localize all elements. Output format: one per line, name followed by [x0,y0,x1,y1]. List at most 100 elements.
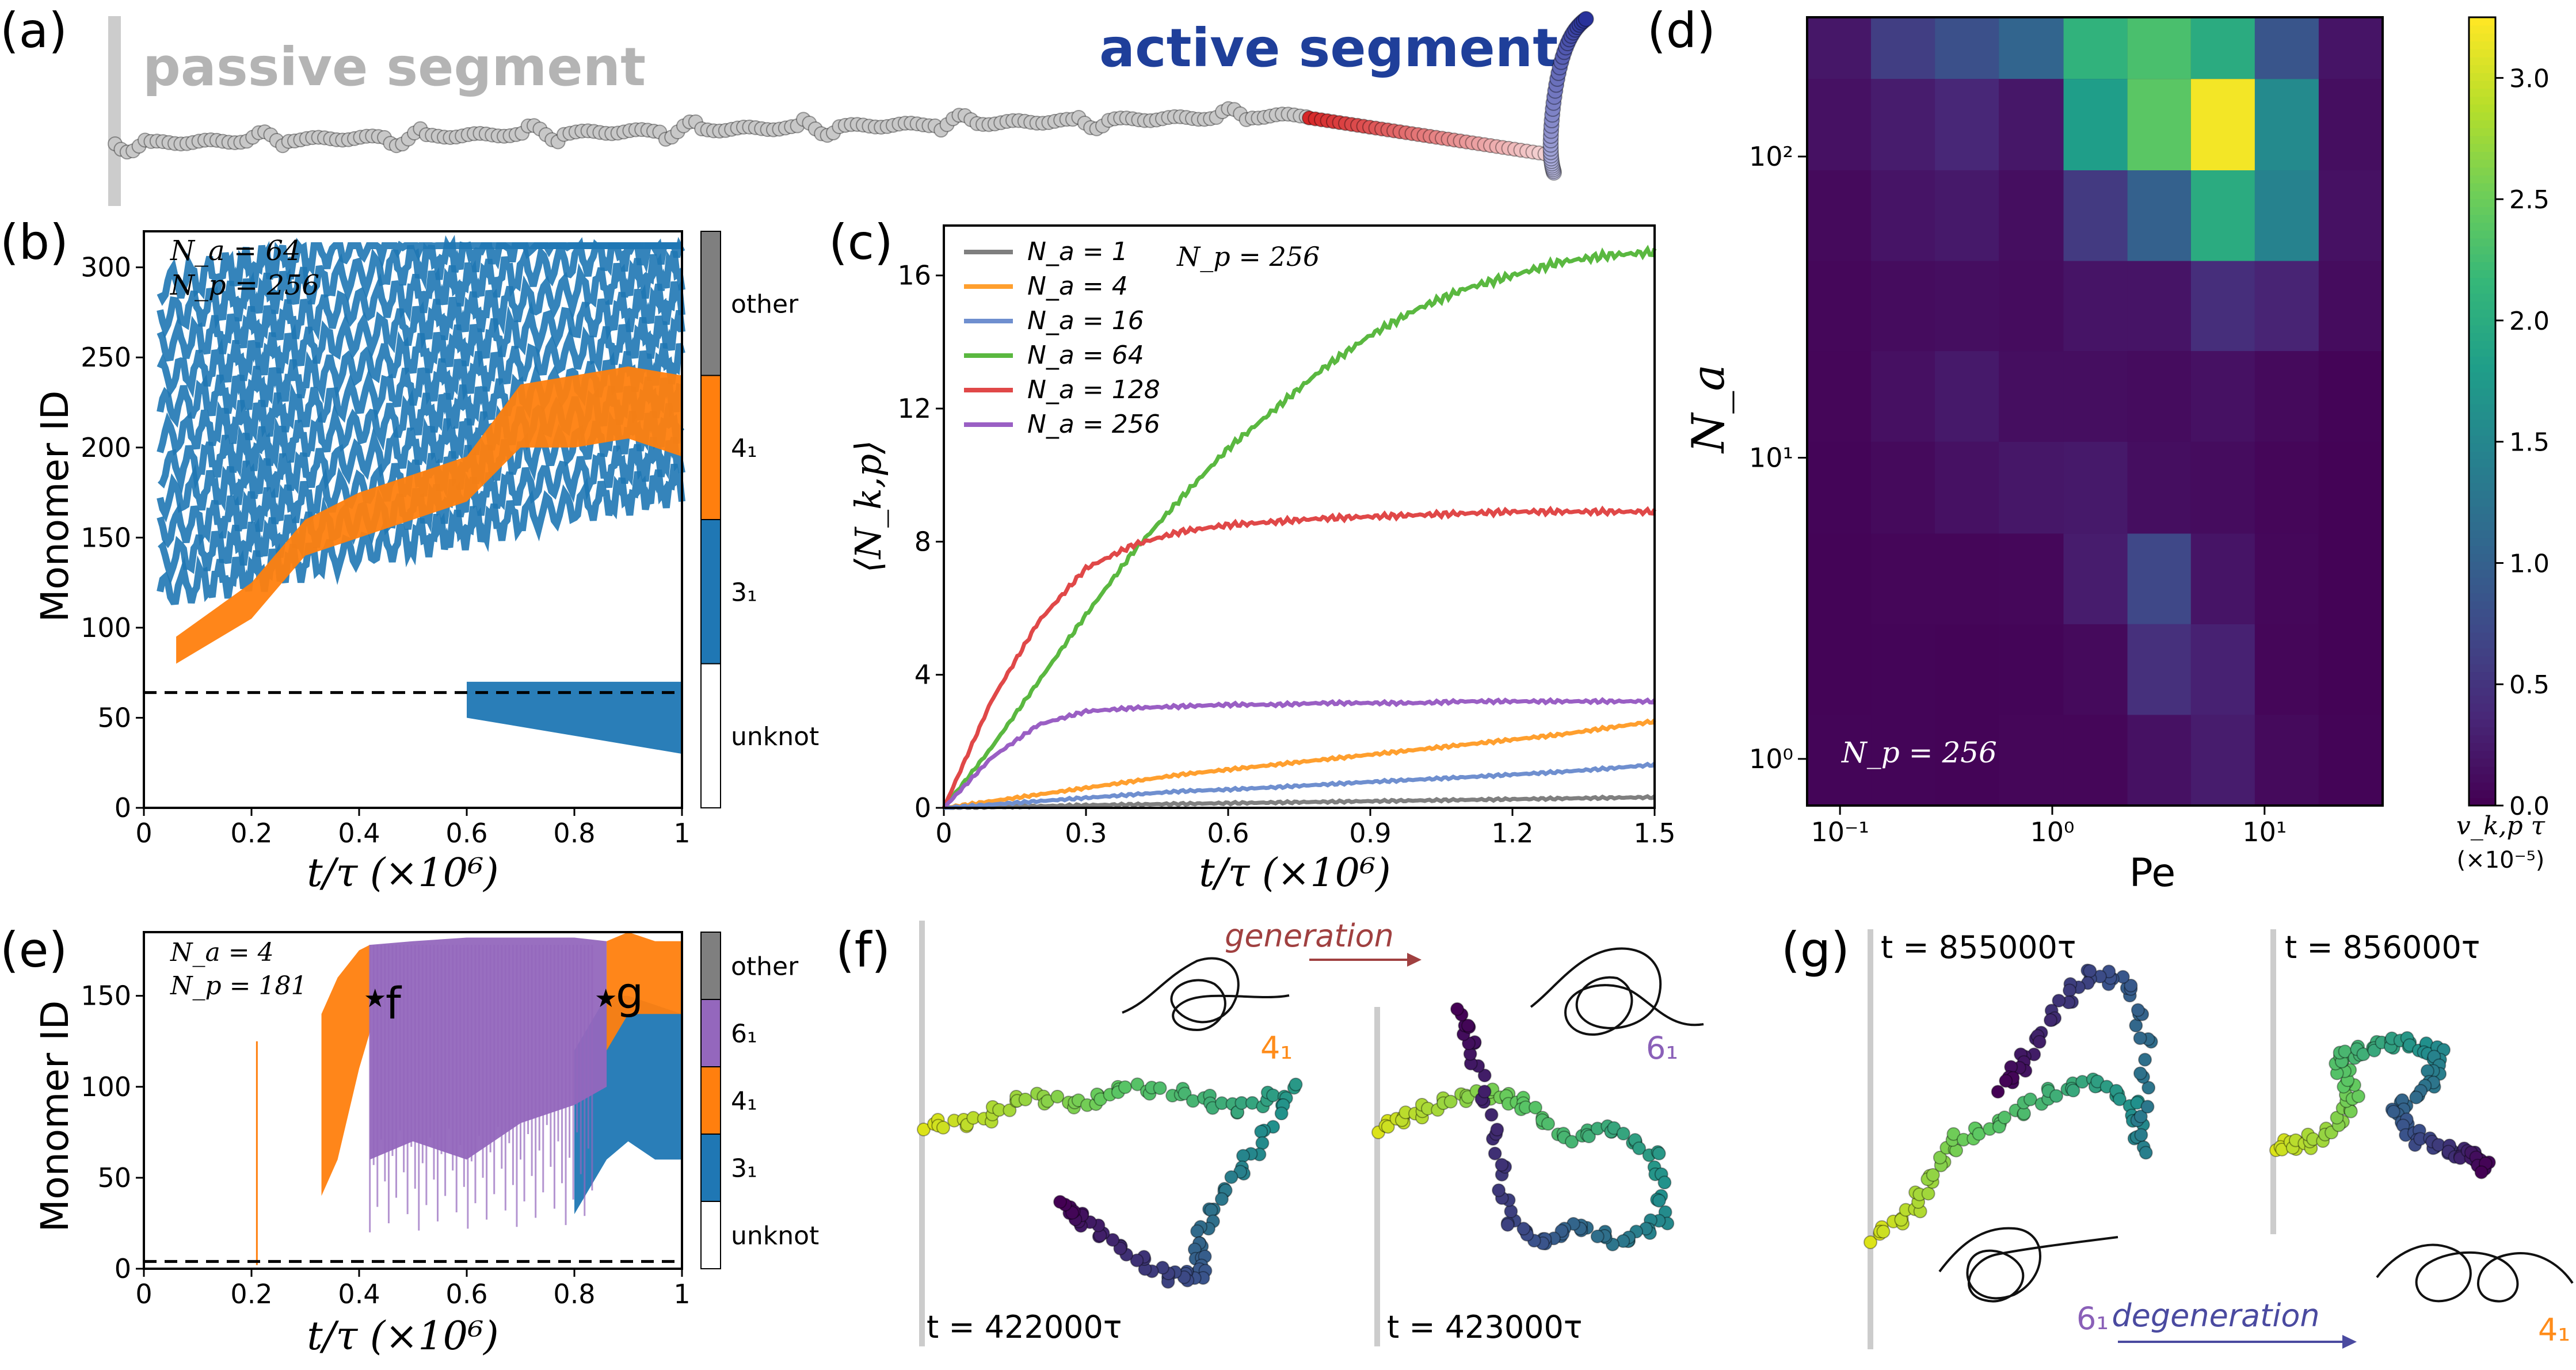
panel-d-colorbar-step [2469,41,2495,49]
panel-d-colorbar-step [2469,167,2495,175]
panel-b-3-1-trace [157,238,682,306]
panel-g-wall-left [1868,929,1873,1349]
panel-d-heatmap-cell [2254,261,2319,352]
snapshot-bead [1495,1158,1509,1172]
panel-d-heatmap-cell [2190,351,2255,442]
panel-b-xtick-label: 1 [673,818,690,849]
panel-d-heatmap-cell [1871,351,1935,442]
panel-b-ann2: N_p = 256 [170,269,319,302]
panel-d-colorbar-step [2469,316,2495,326]
panel-d-colorbar-step [2469,719,2495,727]
panel-c-ytick-label: 12 [897,393,931,424]
panel-d-heatmap-cell [2063,533,2128,624]
panel-d-heatmap-cell [2254,533,2319,624]
snapshot-bead [1946,1127,1961,1141]
panel-d-heatmap-cell [1999,715,2064,806]
panel-d-heatmap-cell [1807,624,1872,715]
snapshot-bead [1381,1120,1395,1134]
panel-d-colorbar-step [2469,403,2495,412]
panel-c-series-line [942,505,1657,809]
panel-f-arrow-text: generation [1225,918,1394,954]
panel-d-heatmap-cell [2254,17,2319,79]
snapshot-bead [1488,1146,1502,1161]
snapshot-bead [1926,1167,1940,1182]
panel-d-heatmap-cell [1935,17,1999,79]
panel-b-colorbar-segment [700,231,721,376]
panel-d-colorbar-step [2469,632,2495,641]
panel-d-heatmap-cell [1935,170,1999,261]
snapshot-bead [1616,1127,1630,1141]
panel-d-heatmap-cell [2127,261,2191,352]
panel-d-colorbar-step [2469,727,2495,735]
panel-f-time-left: t = 422000τ [927,1309,1122,1345]
panel-d-heatmap-cell [2318,351,2383,442]
panel-d-heatmap-cell [1871,441,1935,534]
panel-d-colorbar-step [2469,451,2495,460]
generation-arrow [1309,953,1422,967]
panel-d-colorbar-step [2469,687,2495,696]
panel-d-colorbar-step [2469,261,2495,270]
snapshot-bead [1632,1141,1647,1155]
panel-e-xtick-label: 0.8 [553,1279,595,1310]
snapshot-bead [1528,1100,1542,1115]
panel-d-colorbar-step [2469,175,2495,184]
panel-e-ytick-label: 0 [115,1253,131,1284]
panel-e-4-1-band [321,945,370,1196]
active-bead-blue [1577,11,1594,28]
snapshot-bead [2063,983,2077,998]
star-g-marker: ★ [595,984,617,1013]
panel-d-colorbar-step [2469,529,2495,539]
knot-diagram-4-1-g [2376,1243,2574,1303]
snapshot-bead [2133,1066,2147,1081]
panel-d-heatmap-cell [1935,441,1999,534]
panel-d-heatmap-cell [1871,79,1935,170]
panel-d-colorbar-step [2469,734,2495,743]
snapshot-bead [1443,1094,1458,1109]
knot-label-4-1: 4₁ [1260,1030,1293,1066]
panel-d-heatmap-cell [1871,533,1935,624]
snapshot-bead [936,1120,950,1135]
panel-d-heatmap-cell [1999,441,2064,534]
panel-e-xtick-label: 0 [135,1279,152,1310]
snapshot-bead [2474,1165,2489,1180]
snapshot-bead [1254,1124,1268,1139]
panel-d-cbar-title2: (×10⁻⁵) [2457,847,2545,873]
panel-d-colorbar-step [2469,277,2495,286]
panel-d-colorbar-step [2469,655,2495,665]
panel-d-colorbar-step [2469,758,2495,767]
panel-e-label: (e) [0,922,67,978]
snapshot-bead [1190,1224,1205,1238]
panel-d-colorbar-step [2469,190,2495,200]
panel-d-colorbar-step [2469,742,2495,751]
panel-e-colorbar-label: 3₁ [731,1154,757,1184]
panel-d-heatmap-cell [1935,624,1999,715]
panel-f-time-right: t = 423000τ [1387,1309,1582,1345]
panel-d-heatmap-cell [1871,261,1935,352]
snapshot-bead [2049,1089,2063,1103]
panel-c-ylabel: ⟨N_k,p⟩ [847,440,889,573]
panel-c-ytick-label: 16 [897,260,931,291]
panel-d-heatmap-cell [1807,533,1872,624]
panel-d-colorbar-step [2469,797,2495,806]
active-segment-label: active segment [1099,17,1558,79]
panel-d-colorbar-step [2469,333,2495,341]
snapshot-bead [1118,1080,1132,1094]
panel-d-heatmap-cell [1935,533,1999,624]
panel-g-label: (g) [1781,922,1850,978]
panel-g: (g) t = 855000τ t = 856000τ 6₁ degenerat… [1781,922,2574,1349]
snapshot-bead [1289,1077,1303,1092]
panel-b-ytick-label: 0 [115,792,131,823]
snapshot-bead [2133,1109,2148,1124]
panel-d-heatmap-cell [1807,79,1872,170]
star-g-label: g [616,967,643,1018]
panel-d-colorbar-step [2469,750,2495,759]
snapshot-bead [1477,1068,1492,1083]
panel-b-colorbar-label: 4₁ [731,434,757,463]
panel-d-colorbar-step [2469,506,2495,515]
panel-d-plot: 10⁻¹ 10⁰ 10¹ 10⁰ 10¹ 10² [1749,16,2384,848]
panel-c-series-line [943,793,1656,810]
panel-d-colorbar-step [2469,64,2495,73]
panel-c-ytick-label: 4 [914,659,931,690]
snapshot-bead [1113,1241,1127,1255]
panel-d-heatmap-cell [2190,17,2255,79]
